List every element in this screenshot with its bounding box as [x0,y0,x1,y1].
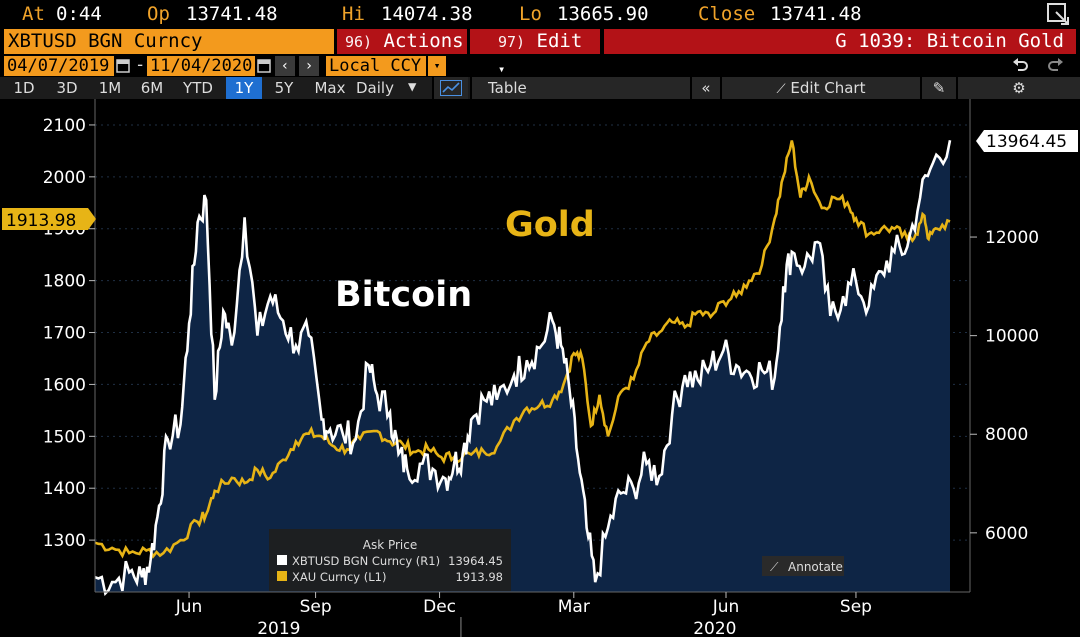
annotate-icon: ⟋ [770,560,779,574]
edit-menu-label: Edit [536,30,583,52]
close-label: Close [698,3,756,25]
close-value: 13741.48 [770,3,862,25]
actions-menu-label: Actions [383,30,464,52]
security-toolbar: XBTUSD BGN Curncy 96) Actions ▾ 97) Edit… [0,29,1080,76]
x-year-label: 2020 [693,619,736,637]
table-button[interactable]: Table [470,77,690,99]
redo-icon[interactable] [1046,56,1066,76]
gold-annotation: Gold [505,205,595,245]
undo-icon[interactable] [1010,56,1030,76]
left-tick-label: 1500 [43,427,86,447]
chart[interactable]: 130014001500160017001800190020002100 600… [0,99,1080,637]
quote-bar: At 0:44 Op 13741.48 Hi 14074.38 Lo 13665… [0,0,1080,29]
period-1y[interactable]: 1Y [226,77,262,99]
period-5y[interactable]: 5Y [274,79,294,97]
x-tick-label: Jun [175,597,203,617]
chevron-down-icon[interactable]: ▾ [428,56,446,76]
calendar-icon[interactable] [257,57,271,73]
calendar-icon[interactable] [116,57,130,73]
legend-swatch-bitcoin [277,555,287,565]
right-tick-label: 8000 [985,425,1028,445]
legend-swatch-gold [277,571,287,581]
period-1d[interactable]: 1D [13,79,35,97]
bitcoin-last-value: 13964.45 [986,132,1067,152]
chevron-down-icon[interactable]: ▼ [408,79,417,95]
high-value: 14074.38 [381,3,473,25]
period-3d[interactable]: 3D [56,79,78,97]
security-field[interactable]: XBTUSD BGN Curncy [4,29,334,54]
actions-menu-number: 96) [345,33,373,51]
end-date-field[interactable]: 11/04/2020 [147,56,255,76]
date-range-bar: 04/07/2019 - 11/04/2020 ‹ › Local CCY ▾ [0,55,1080,77]
x-tick-label: Sep [300,597,332,617]
gold-last-value-tag: 1913.98 [2,208,96,231]
x-year-label: 2019 [257,619,300,637]
legend-value-bitcoin: 13964.45 [448,554,503,568]
pencil-icon[interactable]: ✎ [920,77,956,99]
currency-select[interactable]: Local CCY [326,56,426,76]
at-label: At [22,3,45,25]
high-label: Hi [342,3,365,25]
x-tick-label: Sep [840,597,872,617]
page-title: G 1039: Bitcoin Gold [604,29,1076,54]
chart-edit-icon: ⟋ [776,82,786,97]
edit-chart-label: Edit Chart [790,79,866,97]
annotate-button[interactable]: ⟋ Annotate [762,556,844,576]
bitcoin-series-line [94,139,952,597]
right-tick-label: 10000 [985,327,1039,347]
right-tick-label: 12000 [985,228,1039,248]
period-ytd[interactable]: YTD [183,79,213,97]
left-tick-label: 1700 [43,324,86,344]
gear-icon[interactable]: ⚙ [956,77,1080,99]
x-tick-label: Jun [712,597,740,617]
export-icon[interactable] [1046,2,1070,26]
left-tick-label: 1800 [43,272,86,292]
start-date-field[interactable]: 04/07/2019 [4,56,114,76]
annotate-label: Annotate [788,560,843,574]
legend-label-gold: XAU Curncy (L1) [292,570,386,584]
chevron-right-icon[interactable]: › [299,56,319,76]
left-tick-label: 1300 [43,531,86,551]
bitcoin-annotation: Bitcoin [335,275,472,315]
frequency-select[interactable]: Daily [356,79,394,97]
low-label: Lo [519,3,542,25]
at-value: 0:44 [56,3,102,25]
x-tick-label: Dec [423,597,456,617]
left-tick-label: 2100 [43,116,86,136]
date-range-dash: - [135,55,146,75]
edit-chart-button[interactable]: ⟋ Edit Chart [720,77,920,99]
left-tick-label: 1600 [43,375,86,395]
open-value: 13741.48 [186,3,278,25]
actions-menu[interactable]: 96) Actions ▾ [337,29,467,76]
gold-last-value: 1913.98 [6,211,76,231]
bitcoin-last-value-tag: 13964.45 [976,130,1078,152]
legend-value-gold: 1913.98 [455,570,503,584]
edit-menu[interactable]: 97) Edit ▾ [470,29,600,76]
period-max[interactable]: Max [314,79,346,97]
low-value: 13665.90 [557,3,649,25]
right-tick-label: 6000 [985,524,1028,544]
legend-header: Ask Price [363,538,418,552]
period-1m[interactable]: 1M [98,79,122,97]
left-tick-label: 2000 [43,168,86,188]
legend-label-bitcoin: XBTUSD BGN Curncy (R1) [292,554,440,568]
line-chart-icon [440,80,462,96]
period-toolbar: 1D 3D 1M 6M YTD 1Y 5Y Max Daily ▼ Table … [0,77,1080,99]
legend[interactable]: Ask Price XBTUSD BGN Curncy (R1) 13964.4… [269,529,511,591]
chart-type-button[interactable] [432,77,468,99]
edit-menu-number: 97) [498,33,526,51]
open-label: Op [147,3,170,25]
left-tick-label: 1400 [43,479,86,499]
chevron-down-icon: ▾ [498,62,506,76]
period-6m[interactable]: 6M [140,79,164,97]
left-axis-ticks: 130014001500160017001800190020002100 [43,116,95,551]
x-tick-label: Mar [558,597,590,617]
collapse-left-icon[interactable]: « [690,77,720,99]
right-axis-ticks: 6000 8000 10000 12000 [970,228,1039,544]
bitcoin-area [95,140,950,594]
chevron-left-icon[interactable]: ‹ [275,56,295,76]
